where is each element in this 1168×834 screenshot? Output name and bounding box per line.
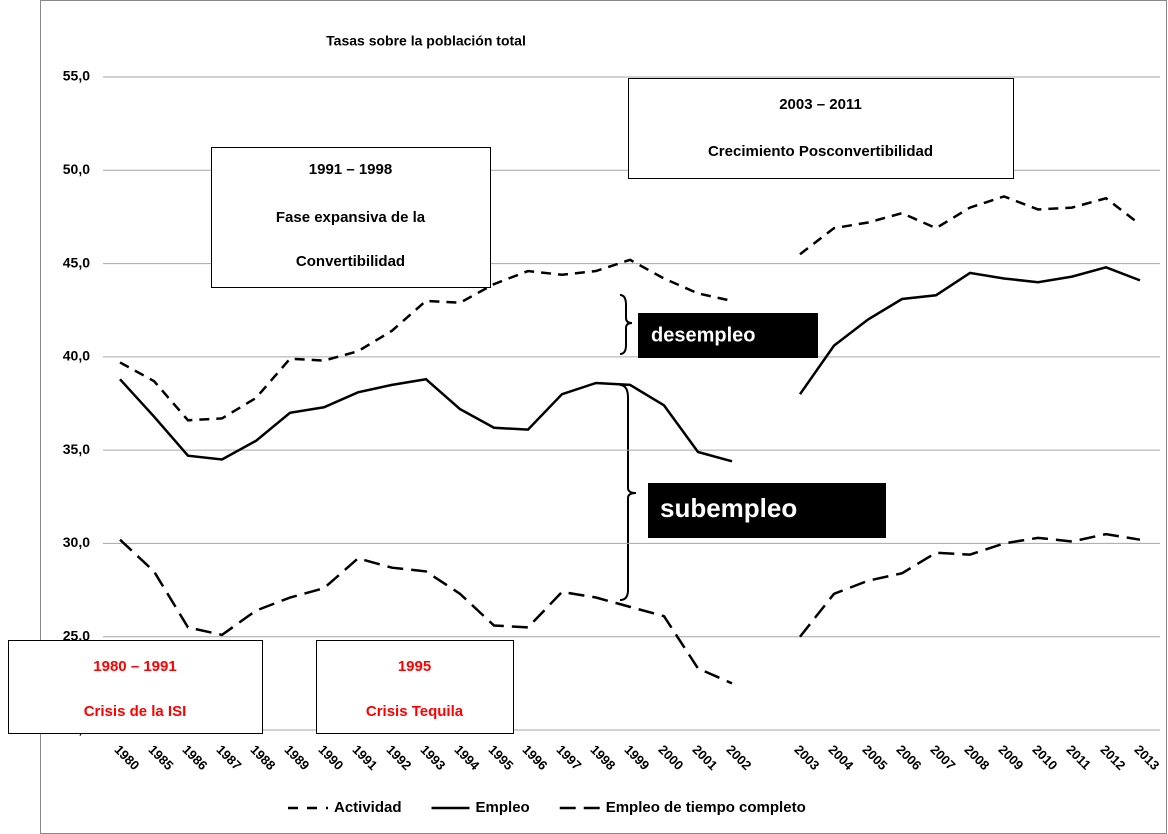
series-line xyxy=(119,377,733,463)
y-tick-label: 40,0 xyxy=(63,348,90,364)
annotation-box xyxy=(628,78,1014,179)
legend-label: Empleo xyxy=(476,799,530,816)
series-line xyxy=(119,538,733,685)
annotation-box xyxy=(638,313,818,358)
y-tick-label: 30,0 xyxy=(63,534,90,550)
annotation-text: Crecimiento Posconvertibilidad xyxy=(708,143,933,160)
legend-label: Empleo de tiempo completo xyxy=(606,799,806,816)
annotation-text: subempleo xyxy=(660,493,797,523)
annotation-text: Convertibilidad xyxy=(296,253,405,270)
annotation-text: 1995 xyxy=(398,658,431,675)
annotation-box xyxy=(211,147,491,288)
series-line xyxy=(799,195,1141,256)
y-tick-label: 45,0 xyxy=(63,254,90,270)
bracket-subempleo xyxy=(619,384,637,601)
annotation-text: Fase expansiva de la xyxy=(276,209,426,226)
bracket-desempleo xyxy=(619,294,633,355)
y-tick-label: 25,0 xyxy=(63,627,90,643)
y-tick-label: 55,0 xyxy=(63,68,90,84)
annotation-text: Crisis de la ISI xyxy=(84,703,187,720)
legend-label: Actividad xyxy=(334,799,402,816)
annotation-text: Crisis Tequila xyxy=(366,703,464,720)
annotation-text: desempleo xyxy=(651,324,755,346)
series-line xyxy=(798,265,1141,395)
series-line xyxy=(119,258,733,422)
annotation-text: 1991 – 1998 xyxy=(309,161,392,178)
annotation-box xyxy=(8,640,263,734)
y-tick-label: 35,0 xyxy=(63,441,90,457)
annotation-text: 1980 – 1991 xyxy=(93,658,176,675)
y-tick-label: 50,0 xyxy=(63,161,90,177)
annotation-text: 2003 – 2011 xyxy=(779,96,862,113)
chart-title: Tasas sobre la población total xyxy=(326,33,526,49)
annotation-box xyxy=(648,483,886,538)
annotation-box xyxy=(316,640,514,734)
series-line xyxy=(799,532,1141,638)
